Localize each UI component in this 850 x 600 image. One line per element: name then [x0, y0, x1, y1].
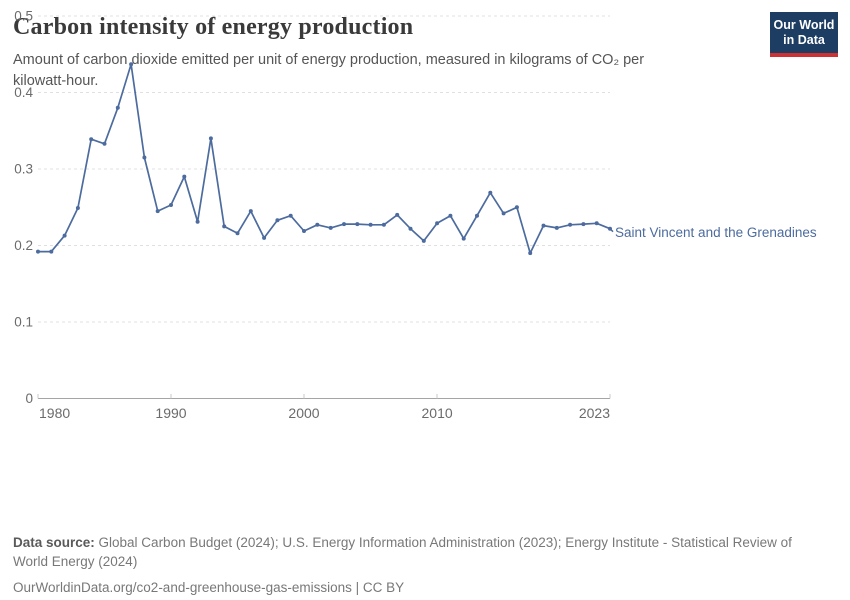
- owid-url-license[interactable]: OurWorldinData.org/co2-and-greenhouse-ga…: [13, 580, 405, 595]
- data-point: [475, 213, 479, 218]
- data-point: [62, 233, 67, 238]
- data-point: [49, 249, 54, 254]
- owid-logo: Our World in Data: [770, 12, 838, 57]
- data-point: [208, 136, 213, 141]
- data-point: [75, 206, 80, 210]
- data-point: [461, 236, 466, 241]
- data-point: [568, 222, 573, 227]
- data-point: [594, 221, 599, 226]
- x-tick-label: 2010: [422, 405, 453, 421]
- chart-subtitle: Amount of carbon dioxide emitted per uni…: [13, 52, 645, 89]
- data-source-line: Data source: Global Carbon Budget (2024)…: [13, 533, 825, 571]
- data-point: [448, 213, 453, 218]
- entity-label: Saint Vincent and the Grenadines: [615, 225, 817, 240]
- data-point: [488, 190, 493, 195]
- data-point: [248, 209, 253, 214]
- data-point: [435, 221, 440, 226]
- data-point: [528, 251, 533, 256]
- data-point: [581, 222, 586, 227]
- data-source-label: Data source:: [13, 535, 95, 550]
- page-title: Carbon intensity of energy production: [13, 14, 414, 40]
- series-line: [38, 63, 611, 254]
- data-point: [169, 203, 173, 207]
- owid-logo-line2: in Data: [783, 33, 825, 47]
- y-tick-label: 0.2: [14, 238, 33, 253]
- y-axis: 0 0.1 0.2 0.3 0.4 0.5: [14, 9, 610, 406]
- data-point: [195, 219, 200, 224]
- data-point: [36, 249, 40, 254]
- label-connector: [609, 228, 614, 233]
- data-point: [355, 222, 360, 227]
- data-point: [235, 231, 240, 236]
- x-tick-label: 1980: [39, 405, 70, 421]
- data-point: [288, 213, 293, 218]
- x-tick-label: 2000: [288, 405, 319, 421]
- y-tick-label: 0: [25, 391, 33, 406]
- data-point: [89, 137, 94, 142]
- data-point: [368, 222, 373, 227]
- data-point: [155, 209, 160, 214]
- y-tick-label: 0.4: [14, 85, 33, 100]
- y-tick-label: 0.1: [14, 315, 33, 330]
- data-point: [315, 222, 320, 227]
- data-point: [501, 211, 506, 216]
- x-axis: 1980 1990 2000 2010 2023: [37, 394, 611, 421]
- data-point: [302, 229, 306, 233]
- data-point: [102, 141, 107, 146]
- y-tick-label: 0.5: [14, 9, 33, 24]
- data-point: [262, 235, 267, 240]
- data-point: [381, 222, 386, 227]
- data-point: [514, 205, 519, 210]
- data-point: [554, 225, 559, 230]
- data-point: [142, 155, 147, 160]
- data-point: [541, 223, 546, 228]
- data-point: [328, 225, 333, 230]
- data-point: [421, 238, 426, 243]
- data-point: [395, 212, 400, 217]
- line-chart: 0 0.1 0.2 0.3 0.4 0.5 1980 1990 2000 2010 2023 Sain…: [14, 9, 817, 421]
- x-tick-label: 2023: [579, 405, 610, 421]
- chart-footer: Data source: Global Carbon Budget (2024)…: [13, 533, 825, 597]
- y-tick-label: 0.3: [14, 162, 33, 177]
- data-point: [275, 218, 280, 223]
- data-point: [408, 226, 413, 231]
- owid-logo-line1: Our World: [773, 18, 835, 32]
- data-point: [129, 62, 134, 67]
- data-point: [342, 222, 346, 227]
- data-point: [222, 224, 227, 229]
- data-point: [115, 105, 120, 110]
- data-point: [182, 174, 187, 179]
- x-tick-label: 1990: [155, 405, 186, 421]
- data-source-text: Global Carbon Budget (2024); U.S. Energy…: [13, 535, 792, 569]
